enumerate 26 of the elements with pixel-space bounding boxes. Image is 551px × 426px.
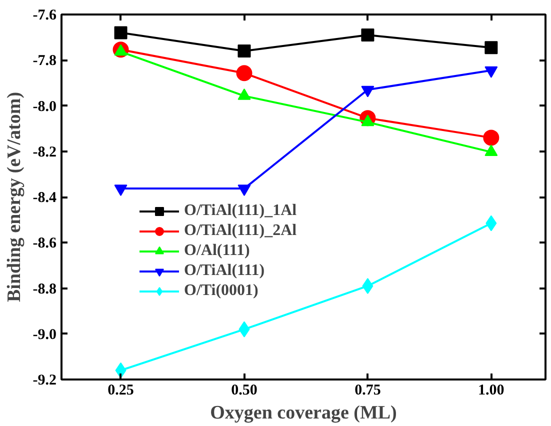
point [114,26,128,40]
y-axis-title: Binding energy (eV/atom) [4,92,25,302]
point [236,65,252,82]
y-tick-label: -7.6 [32,8,57,24]
y-tick-label: -8.4 [32,190,57,206]
y-tick-label: -9.0 [32,326,57,343]
y-tick-label: -8.6 [32,236,57,252]
x-axis-title: Oxygen coverage (ML) [210,402,397,424]
legend-label: O/Al(111) [184,241,250,261]
legend-label: O/Ti(0001) [184,281,258,301]
legend-label: O/TiAl(111)_2Al [184,221,297,241]
x-tick-label: 0.25 [108,382,134,398]
point [238,44,251,58]
x-tick-label: 1.00 [478,382,504,398]
legend-label: O/TiAl(111)_1Al [184,201,297,221]
point [361,28,374,42]
y-tick-label: -7.8 [32,53,57,70]
y-tick-label: -8.2 [32,144,57,160]
legend-label: O/TiAl(111) [184,261,265,281]
x-tick-label: 0.50 [231,382,258,398]
y-tick-label: -9.2 [32,372,57,388]
point [483,130,500,146]
y-tick-label: -8.0 [32,98,57,115]
point [484,41,498,54]
x-tick-label: 0.75 [354,382,381,398]
y-tick-label: -8.8 [32,281,57,298]
